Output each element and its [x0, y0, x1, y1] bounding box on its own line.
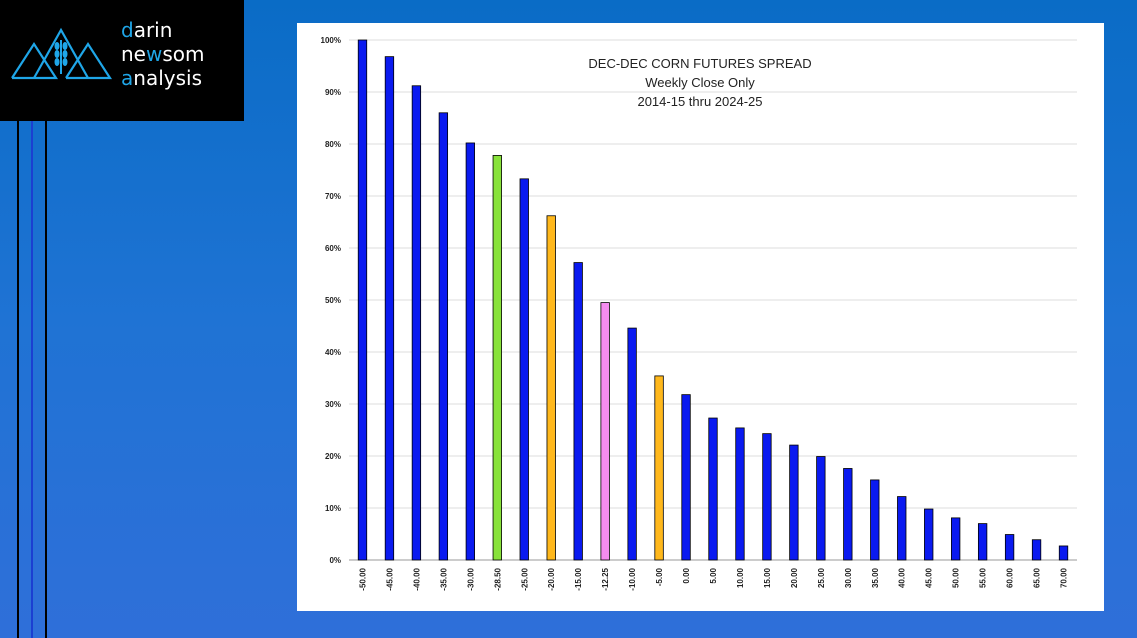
- chart-title-line: 2014-15 thru 2024-25: [637, 94, 762, 109]
- y-tick-label: 30%: [325, 400, 341, 409]
- bar: [816, 456, 826, 561]
- y-tick-label: 50%: [325, 296, 341, 305]
- chart-title-line: DEC-DEC CORN FUTURES SPREAD: [588, 56, 811, 71]
- bar: [384, 56, 395, 561]
- x-tick-label: 40.00: [898, 567, 907, 588]
- bar: [789, 444, 799, 561]
- x-tick-label: 5.00: [709, 567, 718, 583]
- bar: [843, 468, 853, 561]
- y-axis-ticks: 0% 10% 20% 30% 40% 50% 60% 70% 80% 90% 100%: [321, 36, 341, 565]
- x-tick-label: -30.00: [466, 567, 475, 590]
- bar: [654, 375, 664, 561]
- y-tick-label: 10%: [325, 504, 341, 513]
- x-tick-label: -10.00: [628, 567, 637, 590]
- bar: [735, 427, 745, 561]
- x-tick-label: 65.00: [1033, 567, 1042, 588]
- bar: [1004, 534, 1015, 561]
- bar: [977, 523, 988, 561]
- bar: [600, 302, 610, 561]
- decor-line-right: [45, 121, 47, 638]
- x-tick-label: 45.00: [925, 567, 934, 588]
- bar: [357, 39, 368, 561]
- logo-panel: darin newsom analysis: [0, 0, 244, 121]
- bar: [951, 517, 961, 561]
- bar: [1031, 539, 1042, 561]
- mountains-wheat-icon: [11, 27, 113, 80]
- chart-title-line: Weekly Close Only: [645, 75, 755, 90]
- bar: [870, 479, 880, 561]
- x-tick-label: 20.00: [790, 567, 799, 588]
- x-axis-ticks: -50.00 -45.00 -40.00 -35.00 -30.00 -28.50 -25.…: [358, 567, 1068, 590]
- x-tick-label: -5.00: [655, 567, 664, 586]
- bar-chart: 0% 10% 20% 30% 40% 50% 60% 70% 80% 90% 100% -50.00…: [321, 36, 1077, 591]
- x-tick-label: -20.00: [547, 567, 556, 590]
- brand-line-1: darin: [121, 18, 173, 42]
- x-tick-label: 10.00: [736, 567, 745, 588]
- y-tick-label: 60%: [325, 244, 341, 253]
- bar: [1058, 545, 1069, 561]
- x-tick-label: -12.25: [601, 567, 610, 590]
- bar: [411, 85, 422, 561]
- y-tick-label: 80%: [325, 140, 341, 149]
- bars: [357, 39, 1069, 561]
- bar: [492, 155, 502, 561]
- bar: [519, 178, 529, 561]
- y-tick-label: 100%: [321, 36, 341, 45]
- bar: [465, 142, 475, 561]
- x-tick-label: -28.50: [493, 567, 502, 590]
- x-tick-label: 0.00: [682, 567, 691, 583]
- x-tick-label: 30.00: [844, 567, 853, 588]
- bar: [681, 394, 691, 561]
- y-tick-label: 40%: [325, 348, 341, 357]
- brand-name: darin newsom analysis: [121, 18, 204, 90]
- chart-panel: 0% 10% 20% 30% 40% 50% 60% 70% 80% 90% 100% -50.00…: [297, 23, 1104, 611]
- bar: [708, 417, 718, 561]
- x-tick-label: 50.00: [952, 567, 961, 588]
- x-tick-label: 55.00: [979, 567, 988, 588]
- x-tick-label: -25.00: [520, 567, 529, 590]
- bar: [762, 433, 772, 561]
- y-tick-label: 70%: [325, 192, 341, 201]
- x-tick-label: -45.00: [385, 567, 394, 590]
- decor-line-left: [17, 121, 19, 638]
- x-tick-label: 60.00: [1006, 567, 1015, 588]
- x-tick-label: -50.00: [358, 567, 367, 590]
- y-tick-label: 20%: [325, 452, 341, 461]
- y-tick-label: 0%: [329, 556, 341, 565]
- bar: [924, 508, 934, 561]
- x-tick-label: -40.00: [412, 567, 421, 590]
- x-tick-label: 25.00: [817, 567, 826, 588]
- x-tick-label: 70.00: [1060, 567, 1069, 588]
- y-tick-label: 90%: [325, 88, 341, 97]
- x-tick-label: 15.00: [763, 567, 772, 588]
- x-tick-label: -15.00: [574, 567, 583, 590]
- bar: [897, 496, 907, 561]
- brand-line-2: newsom: [121, 42, 205, 66]
- bar: [573, 262, 583, 561]
- x-tick-label: -35.00: [439, 567, 448, 590]
- x-tick-label: 35.00: [871, 567, 880, 588]
- brand-line-3: analysis: [121, 66, 202, 90]
- chart-title: DEC-DEC CORN FUTURES SPREAD Weekly Close …: [588, 56, 811, 109]
- bar: [546, 215, 556, 561]
- decor-line-blue: [31, 121, 33, 638]
- bar: [627, 327, 637, 561]
- bar: [438, 112, 449, 561]
